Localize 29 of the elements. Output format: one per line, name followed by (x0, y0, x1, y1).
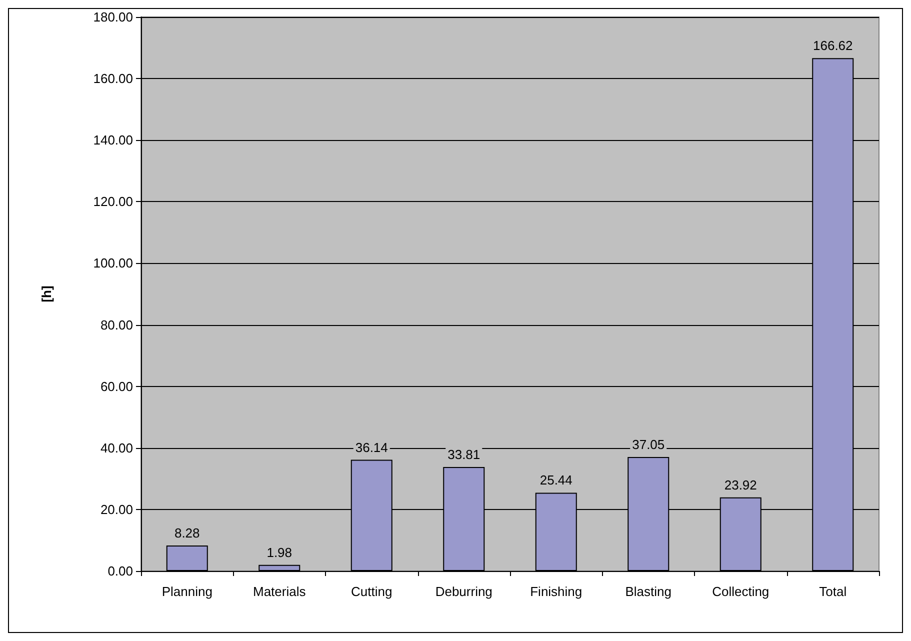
data-label: 23.92 (724, 477, 757, 492)
data-label: 36.14 (355, 440, 388, 455)
x-tick-label: Blasting (625, 584, 672, 599)
data-label: 1.98 (266, 544, 292, 560)
data-label: 8.28 (174, 526, 200, 541)
y-tick-label: 100.00 (93, 256, 133, 271)
y-tick-label: 140.00 (93, 132, 133, 148)
data-label: 37.05 (632, 436, 665, 452)
y-tick-label: 160.00 (93, 71, 133, 86)
data-label: 33.81 (448, 446, 480, 462)
x-tick-label: Materials (253, 584, 306, 599)
data-label: 25.44 (540, 472, 572, 488)
y-tick-label: 60.00 (100, 378, 133, 394)
y-tick-label: 0.00 (108, 564, 133, 578)
y-tick-label: 40.00 (100, 440, 133, 456)
data-label: 166.62 (812, 38, 853, 54)
x-tick-label: Deburring (435, 584, 492, 599)
x-tick-label: Collecting (712, 584, 770, 599)
x-tick-label: Cutting (351, 584, 392, 599)
y-tick-label: 180.00 (93, 10, 133, 24)
x-tick-label: Planning (162, 584, 212, 599)
y-tick-label: 120.00 (93, 194, 133, 210)
x-tick-label: Finishing (530, 584, 582, 599)
y-tick-label: 20.00 (100, 502, 133, 517)
bar (166, 546, 208, 571)
bar (258, 564, 300, 571)
x-tick-label: Total (819, 584, 847, 599)
y-axis-title: [h] (39, 286, 54, 302)
y-tick-label: 80.00 (100, 317, 133, 332)
